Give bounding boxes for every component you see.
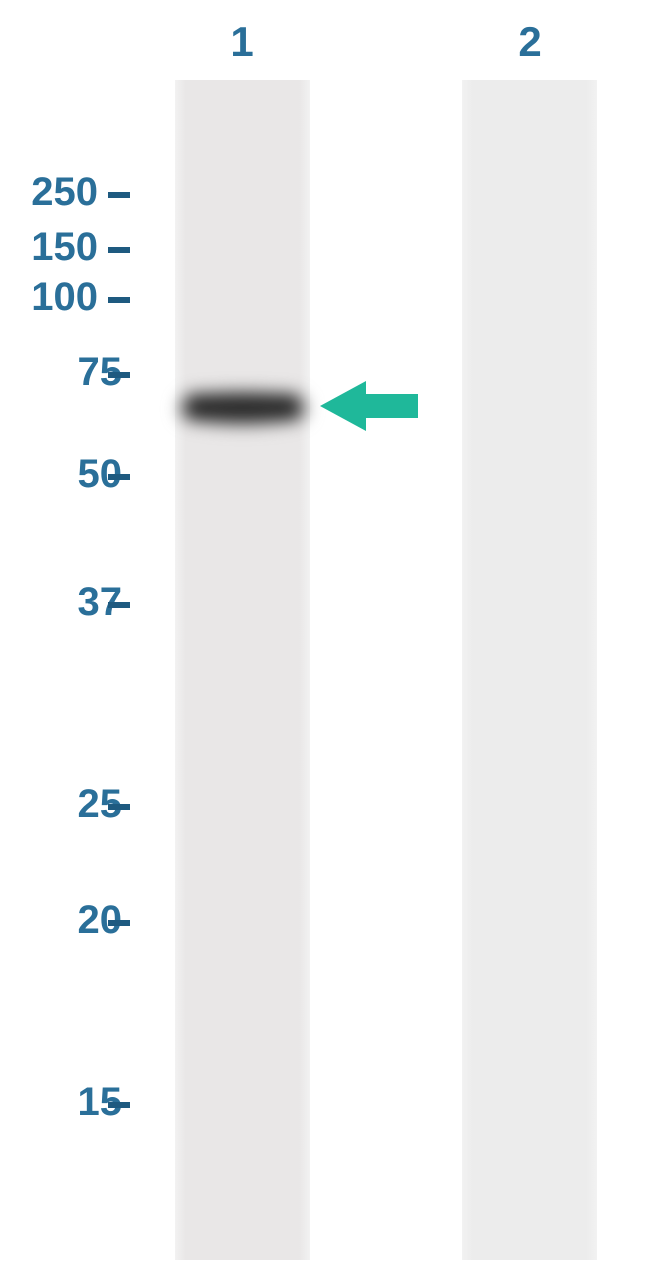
lane-2-strip [462, 80, 597, 1260]
marker-tick-250 [108, 192, 130, 198]
marker-label-150: 150 [6, 225, 98, 270]
marker-tick-50 [108, 474, 130, 480]
marker-tick-15 [108, 1102, 130, 1108]
western-blot-figure: { "figure": { "width_px": 650, "height_p… [0, 0, 650, 1270]
lane-1-label: 1 [222, 18, 262, 66]
marker-label-100: 100 [6, 275, 98, 320]
band-indicator-arrow [320, 381, 418, 431]
arrow-left-icon [320, 381, 366, 431]
lane-2-label: 2 [510, 18, 550, 66]
lane-1-strip [175, 80, 310, 1260]
marker-tick-37 [108, 602, 130, 608]
marker-tick-100 [108, 297, 130, 303]
marker-tick-75 [108, 372, 130, 378]
marker-tick-25 [108, 804, 130, 810]
arrow-shaft [366, 394, 418, 418]
marker-tick-150 [108, 247, 130, 253]
protein-band-lane-1 [178, 388, 308, 434]
marker-label-250: 250 [6, 170, 98, 215]
marker-tick-20 [108, 920, 130, 926]
